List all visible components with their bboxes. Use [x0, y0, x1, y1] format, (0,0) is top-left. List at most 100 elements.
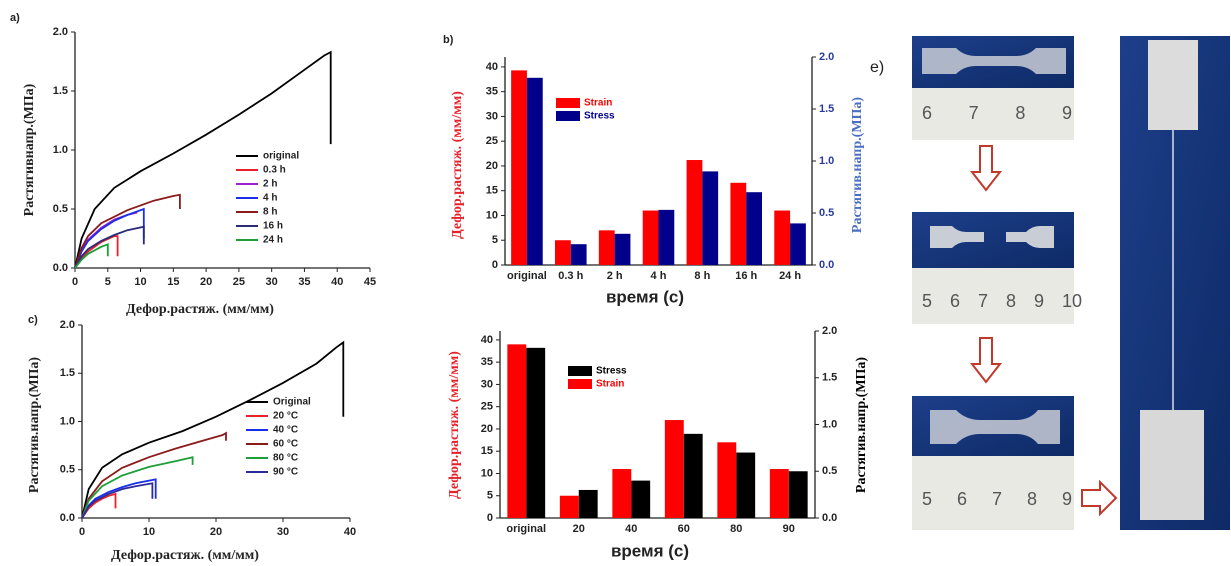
x-tick-label: 60: [678, 523, 690, 535]
y2-axis-label: Растягив.напр.(МПа): [850, 97, 865, 234]
legend-label: 20 °C: [273, 411, 298, 422]
x-tick-label: 0.3 h: [558, 270, 583, 282]
x-tick-label: 25: [233, 276, 245, 288]
bar: [790, 223, 806, 265]
y-tick-label: 1.0: [60, 415, 75, 427]
line-series: [74, 225, 145, 269]
clamp: [1148, 40, 1198, 130]
legend-label: Original: [273, 397, 311, 408]
ruler-label: 9: [1034, 291, 1044, 311]
legend-label: 8 h: [263, 207, 277, 218]
y2-tick-label: 2.0: [822, 325, 837, 337]
ruler-label: 9: [1062, 103, 1072, 123]
x-tick-label: 20: [200, 276, 212, 288]
bar: [730, 182, 747, 265]
ruler: [912, 88, 1074, 140]
line-series: [74, 193, 181, 269]
line-series: [81, 340, 345, 519]
panel-label: e): [870, 59, 884, 76]
x-tick-label: 24 h: [779, 270, 801, 282]
legend-label: 24 h: [263, 235, 283, 246]
line-series: [74, 207, 145, 269]
panel-label: c): [28, 314, 38, 326]
bar: [526, 77, 543, 265]
y-axis-label: Растягивнапр.(МПа): [22, 83, 37, 216]
x-tick-label: 90: [783, 523, 795, 535]
panel-label: b): [443, 34, 454, 46]
ruler-label: 8: [1015, 103, 1025, 123]
ruler-label: 8: [1027, 489, 1037, 509]
line-series: [81, 492, 117, 519]
bar: [631, 480, 651, 518]
x-tick-label: 40: [344, 526, 356, 538]
photo-panel: [912, 36, 1230, 530]
x-axis-label: Дефор.растяж. (мм/мм): [126, 302, 274, 317]
y-tick-label: 25: [486, 135, 498, 147]
y-tick-label: 35: [486, 86, 498, 98]
y2-tick-label: 2.0: [819, 51, 834, 63]
bar: [702, 171, 719, 265]
y-tick-label: 40: [486, 61, 498, 73]
legend-label: original: [263, 151, 299, 162]
ruler-label: 10: [1062, 291, 1082, 311]
y2-tick-label: 1.5: [819, 103, 834, 115]
legend-label: 40 °C: [273, 425, 298, 436]
x-tick-label: 8 h: [694, 270, 710, 282]
bar: [570, 244, 587, 265]
bar: [526, 347, 546, 518]
legend-label: 4 h: [263, 193, 277, 204]
x-axis-label: время (с): [611, 541, 689, 560]
ruler-label: 8: [1006, 291, 1016, 311]
panel-label: a): [10, 12, 20, 24]
bar: [559, 495, 579, 518]
y-tick-label: 10: [486, 209, 498, 221]
y-tick-label: 2.0: [53, 26, 68, 38]
bar: [507, 344, 527, 518]
legend-label: Stress: [596, 366, 627, 377]
arrow: [1081, 479, 1118, 517]
x-tick-label: 10: [143, 526, 155, 538]
bar: [658, 209, 675, 265]
y-tick-label: 15: [481, 445, 493, 457]
ruler-label: 6: [957, 489, 967, 509]
x-tick-label: 4 h: [651, 270, 667, 282]
arrow: [969, 145, 1003, 192]
x-tick-label: 15: [167, 276, 179, 288]
bar: [774, 210, 791, 265]
arrow: [969, 337, 1003, 384]
bar: [554, 240, 571, 265]
x-axis-label: время (с): [606, 287, 684, 306]
y-tick-label: 1.5: [60, 367, 75, 379]
x-tick-label: 0: [72, 276, 78, 288]
x-tick-label: 30: [266, 276, 278, 288]
y-tick-label: 20: [486, 160, 498, 172]
y-tick-label: 0.0: [60, 512, 75, 524]
line-series: [81, 431, 227, 519]
y-tick-label: 0: [487, 512, 493, 524]
bar: [683, 433, 703, 518]
legend-label: 80 °C: [273, 453, 298, 464]
y-tick-label: 1.5: [53, 85, 68, 97]
bar: [578, 489, 598, 518]
legend-label: Strain: [596, 379, 624, 390]
ruler-label: 5: [922, 291, 932, 311]
y-axis-label: Растягив.напр.(МПа): [27, 357, 42, 494]
x-tick-label: 30: [277, 526, 289, 538]
ruler-label: 5: [922, 489, 932, 509]
x-tick-label: 45: [364, 276, 376, 288]
bar: [642, 210, 659, 265]
legend-swatch: [556, 98, 580, 108]
ruler: [912, 456, 1074, 530]
x-tick-label: original: [507, 270, 547, 282]
y2-tick-label: 0.5: [822, 465, 837, 477]
y-tick-label: 30: [481, 378, 493, 390]
ruler-label: 7: [978, 291, 988, 311]
legend-label: 60 °C: [273, 439, 298, 450]
line-series: [74, 243, 109, 269]
legend-label: 90 °C: [273, 467, 298, 478]
legend-swatch: [568, 366, 592, 376]
x-tick-label: 20: [573, 523, 585, 535]
y-tick-label: 40: [481, 334, 493, 346]
ruler-label: 6: [922, 103, 932, 123]
bar: [612, 469, 632, 518]
